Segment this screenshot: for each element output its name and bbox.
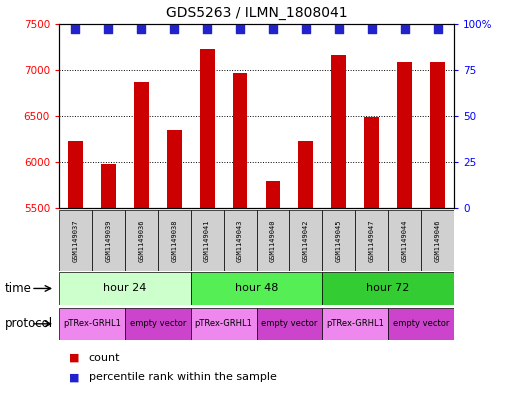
Text: GSM1149041: GSM1149041 xyxy=(204,219,210,262)
Text: time: time xyxy=(5,282,32,295)
Point xyxy=(368,26,376,32)
Point xyxy=(401,26,409,32)
Point xyxy=(203,26,211,32)
Text: GSM1149047: GSM1149047 xyxy=(369,219,374,262)
Bar xyxy=(364,117,379,208)
Bar xyxy=(68,141,83,208)
Text: pTRex-GRHL1: pTRex-GRHL1 xyxy=(63,320,121,328)
Text: GSM1149046: GSM1149046 xyxy=(435,219,441,262)
Bar xyxy=(397,62,412,208)
Bar xyxy=(430,62,445,208)
Text: GSM1149043: GSM1149043 xyxy=(237,219,243,262)
Bar xyxy=(167,130,182,208)
Text: GSM1149038: GSM1149038 xyxy=(171,219,177,262)
Bar xyxy=(331,55,346,208)
Text: empty vector: empty vector xyxy=(261,320,318,328)
Text: GSM1149045: GSM1149045 xyxy=(336,219,342,262)
Text: GSM1149037: GSM1149037 xyxy=(72,219,78,262)
Text: hour 24: hour 24 xyxy=(103,283,147,294)
Bar xyxy=(158,210,191,271)
Point xyxy=(104,26,112,32)
Text: empty vector: empty vector xyxy=(130,320,186,328)
Bar xyxy=(232,73,247,208)
Text: hour 72: hour 72 xyxy=(366,283,410,294)
Text: protocol: protocol xyxy=(5,317,53,331)
Bar xyxy=(421,210,454,271)
Text: hour 48: hour 48 xyxy=(235,283,278,294)
Bar xyxy=(256,210,289,271)
Bar xyxy=(224,210,256,271)
Bar xyxy=(322,308,388,340)
Point xyxy=(236,26,244,32)
Point xyxy=(302,26,310,32)
Bar xyxy=(388,210,421,271)
Text: GSM1149044: GSM1149044 xyxy=(402,219,408,262)
Point xyxy=(334,26,343,32)
Bar xyxy=(289,210,322,271)
Text: GSM1149042: GSM1149042 xyxy=(303,219,309,262)
Bar xyxy=(191,210,224,271)
Bar xyxy=(191,308,256,340)
Bar xyxy=(125,210,158,271)
Bar xyxy=(388,308,454,340)
Text: pTRex-GRHL1: pTRex-GRHL1 xyxy=(326,320,384,328)
Bar xyxy=(134,82,149,208)
Text: pTRex-GRHL1: pTRex-GRHL1 xyxy=(194,320,252,328)
Point xyxy=(170,26,179,32)
Bar xyxy=(299,141,313,208)
Text: ■: ■ xyxy=(69,353,80,363)
Bar xyxy=(59,210,92,271)
Title: GDS5263 / ILMN_1808041: GDS5263 / ILMN_1808041 xyxy=(166,6,347,20)
Text: ■: ■ xyxy=(69,372,80,382)
Point xyxy=(71,26,80,32)
Point xyxy=(269,26,277,32)
Text: GSM1149040: GSM1149040 xyxy=(270,219,276,262)
Bar xyxy=(322,210,355,271)
Bar xyxy=(266,180,281,208)
Bar xyxy=(101,164,116,208)
Point xyxy=(433,26,442,32)
Text: percentile rank within the sample: percentile rank within the sample xyxy=(89,372,277,382)
Bar xyxy=(322,272,454,305)
Text: GSM1149039: GSM1149039 xyxy=(105,219,111,262)
Text: empty vector: empty vector xyxy=(393,320,449,328)
Bar xyxy=(59,308,125,340)
Text: count: count xyxy=(89,353,120,363)
Bar xyxy=(59,272,191,305)
Point xyxy=(137,26,145,32)
Bar xyxy=(200,48,214,208)
Bar xyxy=(92,210,125,271)
Bar xyxy=(125,308,191,340)
Bar xyxy=(256,308,322,340)
Bar xyxy=(355,210,388,271)
Text: GSM1149036: GSM1149036 xyxy=(139,219,144,262)
Bar xyxy=(191,272,322,305)
